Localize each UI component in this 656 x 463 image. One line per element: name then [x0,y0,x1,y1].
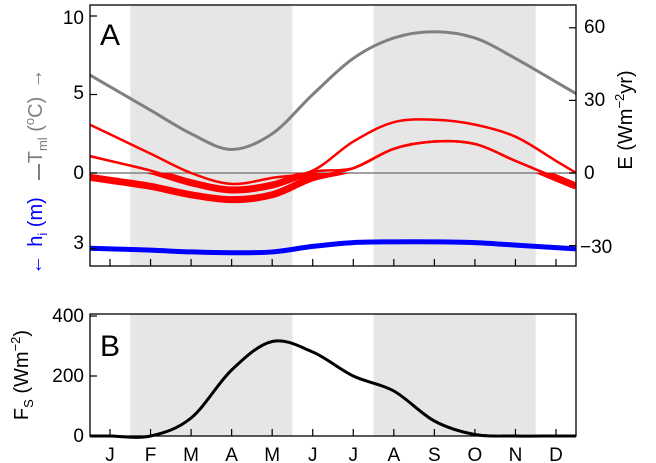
tick-left-5: 5 [73,83,84,104]
ticks-a [90,15,576,266]
lines-a [89,30,577,256]
panel-b-letter: B [100,330,120,363]
hi-arrow: ← [25,255,47,275]
svg-text:←hi (m): ← hi (m) [25,197,50,275]
month-label-9: O [468,445,483,463]
month-label-7: A [387,445,400,463]
svg-text:E (Wm−2yr): E (Wm−2yr) [612,70,637,169]
panel-b-frame [89,313,577,437]
hi-label-sub: i [35,233,50,236]
tick-right-0: 0 [584,163,595,184]
month-label-6: J [349,445,359,463]
month-label-1: F [145,445,157,463]
fs-axis-label: FS (Wm−2) [8,330,36,420]
tick-left-3: 3 [73,233,84,254]
tml-label-base: T [25,151,47,163]
hi-axis-label: ← hi (m) [25,197,50,275]
tick-right-minus30: −30 [580,237,612,258]
shade-band-a-1 [373,5,536,266]
tick-b-0: 0 [73,426,84,447]
shade-band-b-0 [130,314,293,436]
month-label-0: J [105,445,115,463]
tick-left-10: 10 [63,8,84,29]
fs-label-sup: −2 [8,337,23,352]
tml-axis-label: Tml (oC) → [22,69,50,164]
tick-left-0: 0 [73,163,84,184]
shade-band-b-1 [373,314,536,436]
svg-text:FS (Wm−2): FS (Wm−2) [8,330,36,420]
month-label-4: M [264,445,280,463]
e-label-end: yr) [615,70,637,93]
tml-label-sup: o [22,118,37,125]
tml-label-end: C) [25,97,47,118]
hi-label-base: h [25,236,47,247]
tick-b-200: 200 [52,366,84,387]
panel-a-letter: A [100,19,120,52]
fs-label-sub: S [21,399,36,408]
month-label-10: N [509,445,523,463]
shaded-bands-a [130,5,536,266]
energy-thick-lower [90,173,576,204]
month-label-2: M [183,445,199,463]
e-label-sup: −2 [612,94,627,109]
month-label-3: A [225,445,238,463]
fs-label-unit: (Wm [11,351,33,399]
month-label-5: J [308,445,318,463]
fs-label-base: F [11,408,33,420]
ticks-b [90,315,557,437]
energy-line-upper [89,118,577,186]
hi-label-unit: (m) [25,197,47,233]
tml-label-sub: ml [35,137,50,151]
hi-line [89,239,577,256]
fs-label-end: ) [11,330,33,337]
month-label-11: D [549,445,563,463]
tml-arrow: → [25,69,47,89]
tick-right-30: 30 [584,90,605,111]
e-label-base: E (Wm [615,109,637,170]
tml-label-unit: ( [25,125,47,138]
tick-right-60: 60 [584,17,605,38]
panel-a: A 10 5 0 3 60 30 0 −30 Tml (oC) → ← hi (m)… [22,4,637,275]
shaded-bands-b [130,314,536,436]
tick-b-400: 400 [52,306,84,327]
panel-a-frame [89,4,577,267]
e-axis-label: E (Wm−2yr) [612,70,637,169]
svg-text:Tml (oC)→: Tml (oC) → [22,69,50,164]
month-label-8: S [428,445,441,463]
tml-line [89,30,577,151]
shade-band-a-0 [130,5,293,266]
